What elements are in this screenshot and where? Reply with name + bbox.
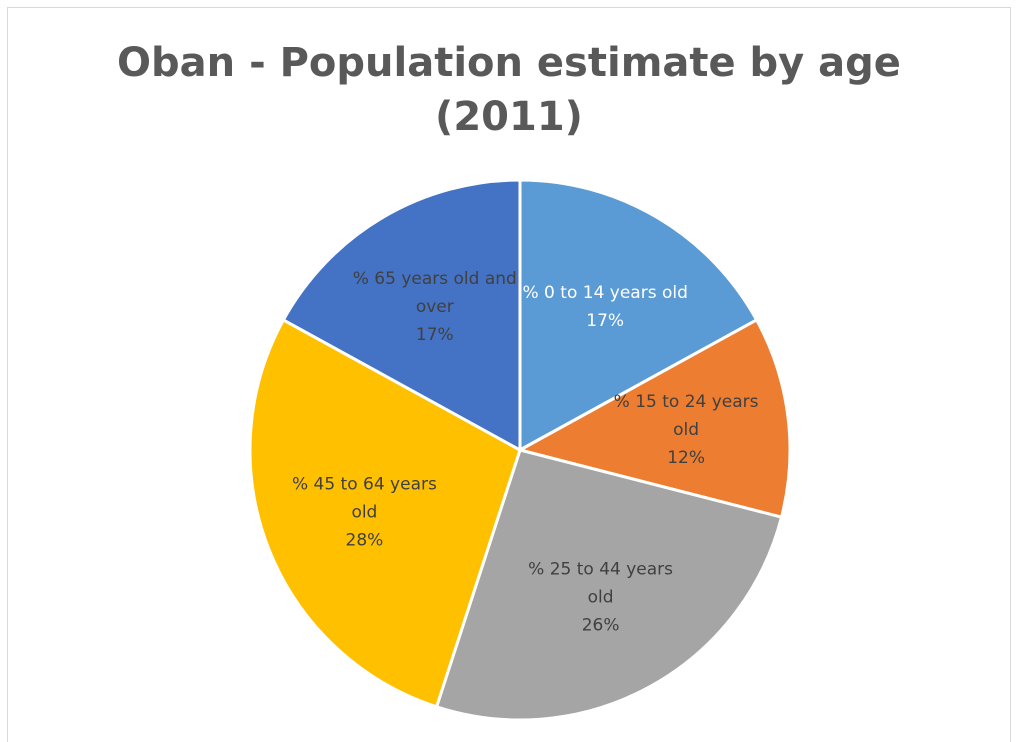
- pie-data-label-5-line-2: over: [416, 297, 454, 317]
- pie-data-label-2-line-3: 12%: [667, 448, 705, 468]
- pie-data-label-5-line-1: % 65 years old and: [353, 269, 517, 289]
- pie-data-label-4-line-2: old: [351, 503, 377, 523]
- pie-slices: [248, 178, 792, 722]
- pie-data-label-4-line-3: 28%: [346, 531, 384, 551]
- pie-slice-5: [281, 178, 522, 452]
- pie-data-label-5-line-3: 17%: [416, 325, 454, 345]
- pie-data-labels: % 0 to 14 years old 17% % 15 to 24 years ol…: [292, 269, 759, 636]
- pie-data-label-2-line-1: % 15 to 24 years: [614, 392, 759, 412]
- pie-data-label-2: % 15 to 24 years old 12%: [614, 392, 759, 468]
- pie-data-label-2-line-2: old: [673, 420, 699, 440]
- pie-data-label-5: % 65 years old and over 17%: [353, 269, 517, 345]
- pie-data-label-3-line-2: old: [588, 588, 614, 608]
- pie-slice-1: [518, 178, 759, 452]
- pie-data-label-4: % 45 to 64 years old 28%: [292, 475, 437, 551]
- pie-slice-2: [518, 318, 792, 519]
- pie-data-label-3-line-1: % 25 to 44 years: [528, 560, 673, 580]
- chart-title: Oban - Population estimate by age (2011): [0, 36, 1018, 144]
- pie-data-label-1: % 0 to 14 years old 17%: [523, 283, 688, 331]
- chart-title-line-2: (2011): [435, 94, 583, 140]
- pie-data-label-3-line-3: 26%: [582, 616, 620, 636]
- chart-title-line-1: Oban - Population estimate by age: [117, 40, 901, 86]
- pie-slice-3: [435, 448, 784, 722]
- pie-data-label-3: % 25 to 44 years old 26%: [528, 560, 673, 636]
- pie-data-label-1-line-2: 17%: [586, 311, 624, 331]
- pie-data-label-4-line-1: % 45 to 64 years: [292, 475, 437, 495]
- pie-slice-4: [248, 318, 522, 709]
- pie-data-label-1-line-1: % 0 to 14 years old: [523, 283, 688, 303]
